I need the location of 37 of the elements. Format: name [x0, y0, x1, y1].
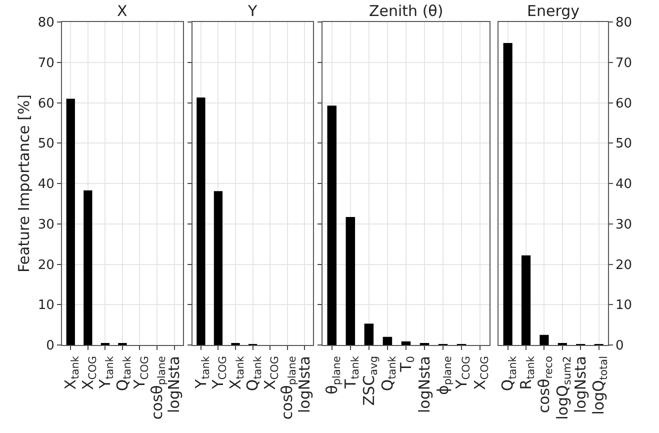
y-tick-label: 80 — [38, 16, 54, 31]
bar — [214, 191, 223, 345]
bar — [196, 98, 206, 345]
bar — [521, 255, 531, 345]
bar — [401, 341, 411, 345]
y-tick-label: 20 — [38, 258, 54, 273]
y-tick-label: 70 — [616, 56, 632, 71]
y-tick-label: 40 — [38, 177, 54, 192]
y-tick-label: 20 — [616, 258, 632, 273]
bar — [84, 190, 92, 345]
bar — [346, 217, 356, 345]
chart-title: Y — [247, 2, 258, 20]
x-tick-label: logNsta — [415, 356, 434, 413]
bar — [327, 106, 337, 345]
bar — [503, 43, 512, 345]
y-tick-label: 50 — [38, 136, 54, 152]
y-tick-label: 0 — [616, 338, 624, 354]
chart-title: Zenith (θ) — [369, 2, 444, 20]
bar — [364, 324, 374, 345]
bar — [540, 334, 549, 345]
y-tick-label: 60 — [38, 96, 54, 112]
y-tick-label: 10 — [38, 298, 54, 314]
chart-title: Energy — [527, 2, 580, 20]
y-tick-label: 10 — [616, 298, 632, 314]
chart-title: X — [117, 2, 128, 20]
bar — [382, 336, 392, 345]
y-tick-label: 40 — [616, 177, 632, 192]
y-tick-label: 30 — [38, 217, 54, 232]
y-tick-label: 30 — [616, 217, 632, 232]
x-tick-label: logNsta — [571, 356, 590, 413]
y-tick-label: 80 — [616, 16, 632, 31]
y-tick-label: 70 — [38, 56, 54, 71]
y-tick-label: 60 — [616, 96, 632, 112]
y-tick-label: 0 — [46, 338, 54, 354]
y-axis-title: Feature Importance [%] — [15, 94, 34, 273]
bar — [66, 98, 75, 345]
y-tick-label: 50 — [616, 136, 632, 152]
